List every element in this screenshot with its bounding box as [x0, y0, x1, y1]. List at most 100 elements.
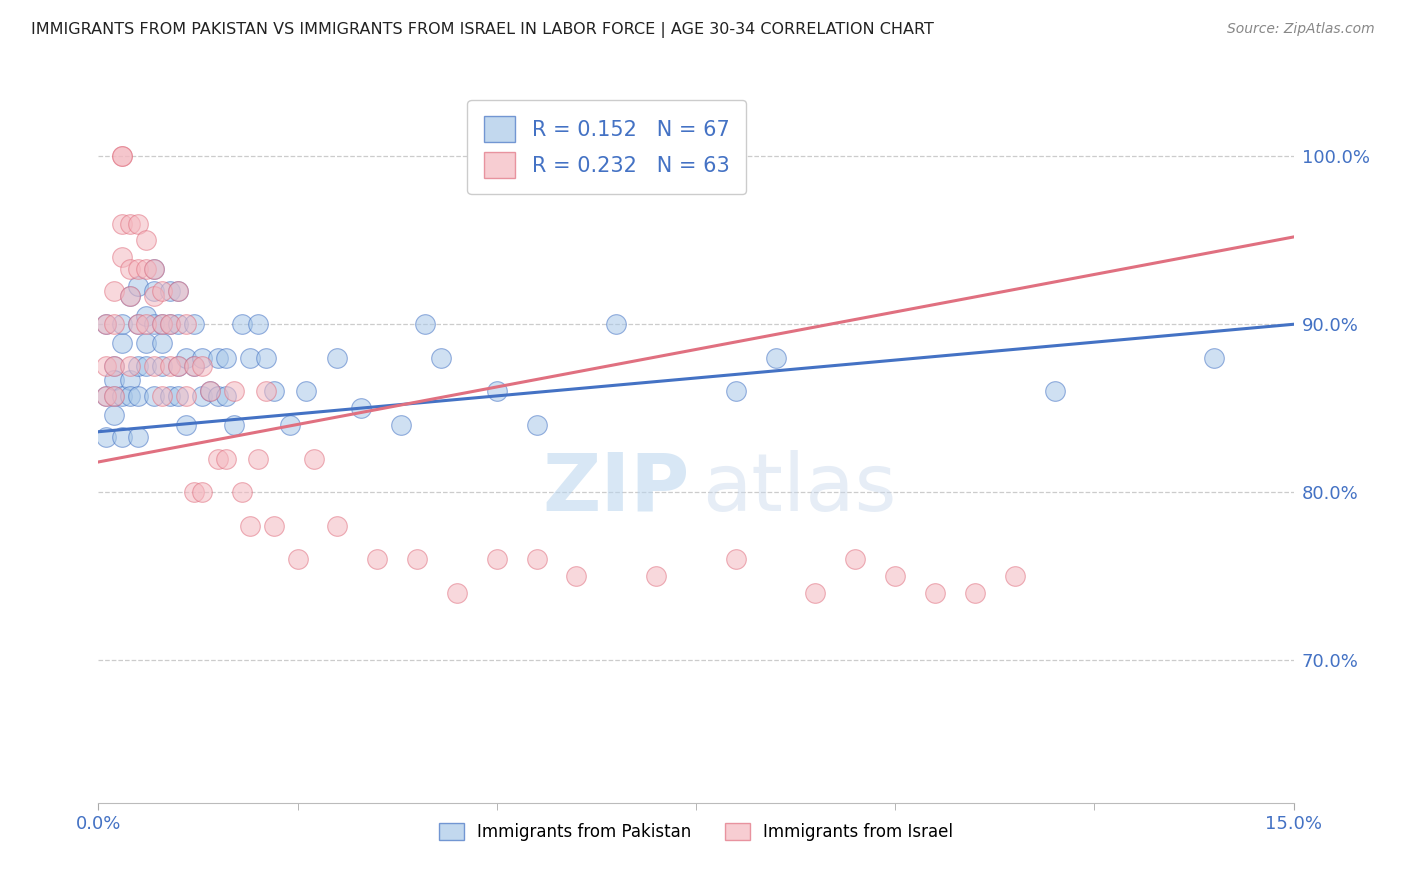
Point [222, 384, 245, 399]
Point [135, 261, 157, 276]
Point [127, 278, 149, 293]
Point [804, 586, 827, 600]
Point [111, 430, 134, 444]
Point [1043, 384, 1066, 399]
Point [143, 359, 166, 374]
Point [263, 384, 285, 399]
Point [96, 389, 118, 403]
Point [96, 389, 118, 403]
Point [150, 284, 173, 298]
Point [111, 149, 134, 163]
Point [103, 318, 125, 332]
Point [215, 389, 238, 403]
Point [120, 359, 142, 374]
Point [526, 552, 548, 566]
Point [565, 569, 588, 583]
Point [287, 552, 309, 566]
Point [143, 261, 166, 276]
Point [724, 552, 747, 566]
Point [150, 318, 173, 332]
Point [167, 284, 190, 298]
Point [924, 586, 946, 600]
Point [263, 518, 285, 533]
Point [191, 359, 214, 374]
Point [135, 233, 157, 247]
Point [254, 384, 277, 399]
Point [246, 318, 269, 332]
Point [111, 389, 134, 403]
Point [198, 384, 221, 399]
Point [207, 451, 229, 466]
Point [167, 359, 190, 374]
Point [191, 351, 214, 365]
Point [222, 417, 245, 432]
Point [844, 552, 866, 566]
Point [1202, 351, 1225, 365]
Point [111, 149, 134, 163]
Point [366, 552, 388, 566]
Point [127, 359, 149, 374]
Point [389, 417, 412, 432]
Point [103, 389, 125, 403]
Point [645, 569, 668, 583]
Point [143, 289, 166, 303]
Point [111, 250, 134, 264]
Legend: Immigrants from Pakistan, Immigrants from Israel: Immigrants from Pakistan, Immigrants fro… [432, 816, 960, 848]
Point [326, 351, 349, 365]
Point [103, 389, 125, 403]
Point [96, 430, 118, 444]
Point [430, 351, 453, 365]
Point [294, 384, 316, 399]
Point [239, 351, 262, 365]
Point [127, 430, 149, 444]
Point [884, 569, 907, 583]
Point [198, 384, 221, 399]
Point [406, 552, 429, 566]
Point [120, 289, 142, 303]
Point [143, 318, 166, 332]
Point [111, 318, 134, 332]
Point [413, 318, 436, 332]
Point [143, 284, 166, 298]
Point [120, 373, 142, 387]
Point [150, 389, 173, 403]
Point [215, 351, 238, 365]
Point [765, 351, 787, 365]
Point [127, 318, 149, 332]
Point [103, 359, 125, 374]
Point [231, 318, 253, 332]
Point [111, 217, 134, 231]
Text: Source: ZipAtlas.com: Source: ZipAtlas.com [1227, 22, 1375, 37]
Point [254, 351, 277, 365]
Point [103, 408, 125, 422]
Point [231, 485, 253, 500]
Point [446, 586, 468, 600]
Point [120, 217, 142, 231]
Point [167, 389, 190, 403]
Point [278, 417, 301, 432]
Point [183, 359, 205, 374]
Text: IMMIGRANTS FROM PAKISTAN VS IMMIGRANTS FROM ISRAEL IN LABOR FORCE | AGE 30-34 CO: IMMIGRANTS FROM PAKISTAN VS IMMIGRANTS F… [31, 22, 934, 38]
Point [150, 318, 173, 332]
Point [135, 335, 157, 350]
Point [143, 389, 166, 403]
Point [183, 359, 205, 374]
Point [326, 518, 349, 533]
Point [103, 359, 125, 374]
Point [120, 261, 142, 276]
Point [150, 359, 173, 374]
Point [167, 359, 190, 374]
Point [143, 261, 166, 276]
Point [207, 389, 229, 403]
Point [159, 359, 181, 374]
Point [96, 318, 118, 332]
Point [159, 318, 181, 332]
Point [159, 284, 181, 298]
Point [191, 485, 214, 500]
Point [96, 318, 118, 332]
Point [135, 318, 157, 332]
Point [167, 318, 190, 332]
Point [111, 335, 134, 350]
Point [605, 318, 627, 332]
Point [159, 318, 181, 332]
